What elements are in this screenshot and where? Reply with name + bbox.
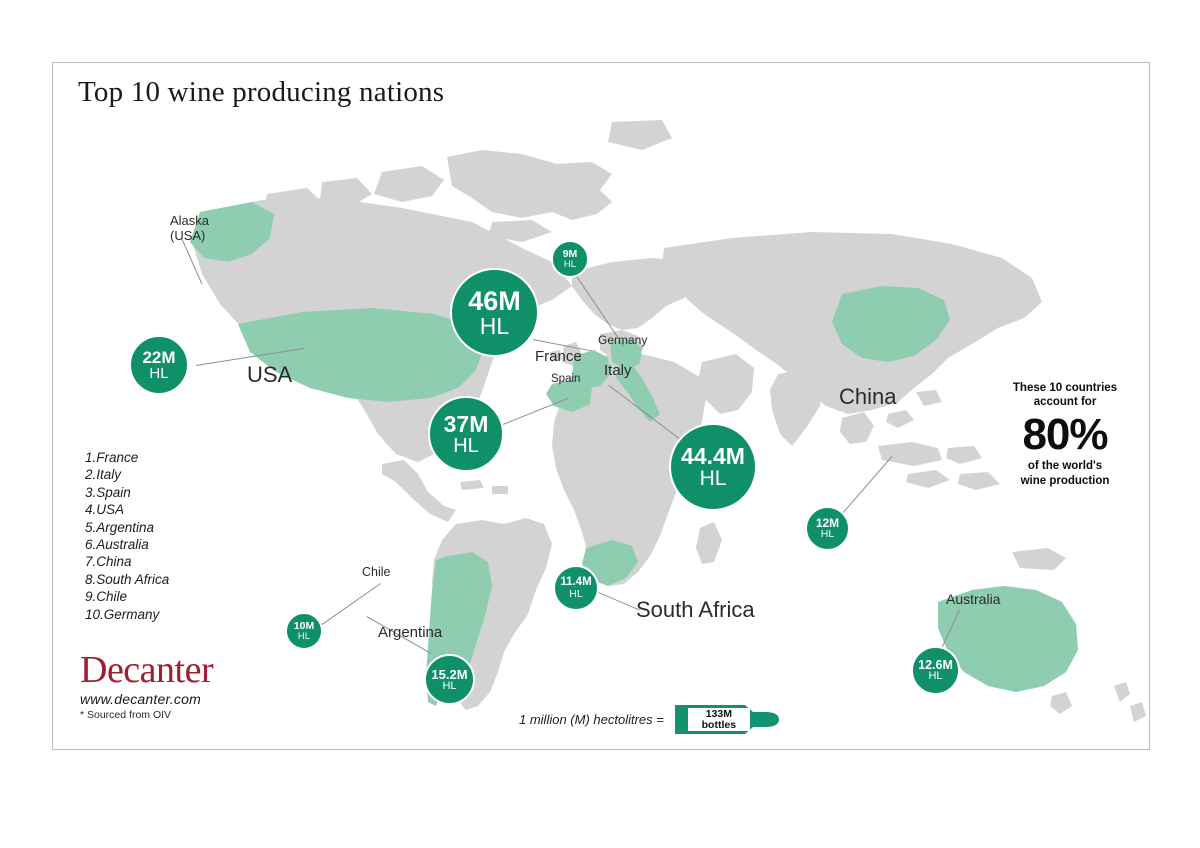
bubble-germany-unit: HL xyxy=(563,258,577,270)
world-map xyxy=(52,62,1150,750)
page-title: Top 10 wine producing nations xyxy=(78,76,445,108)
bottle-label: 133M bottles xyxy=(687,707,750,731)
stat-percentage: 80% xyxy=(1022,410,1108,459)
bubble-spain-unit: HL xyxy=(453,434,479,457)
bubble-australia[interactable]: 12.6M HL xyxy=(911,646,960,695)
world-map-svg xyxy=(190,120,1146,722)
map-label-chile: Chile xyxy=(362,565,391,579)
bubble-argentina-unit: HL xyxy=(442,679,457,692)
bubble-germany-value: 9M xyxy=(562,248,578,260)
bubble-argentina[interactable]: 15.2M HL xyxy=(424,654,475,705)
list-item: 5.Argentina xyxy=(85,519,155,535)
bubble-chile-unit: HL xyxy=(297,630,311,642)
bubble-italy-unit: HL xyxy=(699,467,727,490)
list-item: 9.Chile xyxy=(85,589,128,605)
decanter-logo: Decanter www.decanter.com xyxy=(80,649,214,707)
map-label-australia: Australia xyxy=(946,591,1001,607)
bubble-china[interactable]: 12M HL xyxy=(805,506,850,551)
bubble-argentina-value: 15.2M xyxy=(431,666,468,682)
bubble-china-value: 12M xyxy=(815,516,840,531)
decanter-wordmark: Decanter xyxy=(80,649,214,691)
stat-line-2: account for xyxy=(1033,395,1097,408)
list-item: 10.Germany xyxy=(85,606,160,622)
map-label-argentina: Argentina xyxy=(378,624,443,641)
source-note: * Sourced from OIV xyxy=(80,709,172,721)
bubble-italy-value: 44.4M xyxy=(681,443,745,469)
bubble-italy[interactable]: 44.4M HL xyxy=(669,423,757,511)
legend: 1 million (M) hectolitres = 133M bottles xyxy=(519,703,781,736)
bubble-france-unit: HL xyxy=(479,312,510,339)
list-item: 4.USA xyxy=(85,502,125,518)
list-item: 7.China xyxy=(85,554,132,570)
bubble-australia-unit: HL xyxy=(928,670,943,683)
stat-line-3: of the world's xyxy=(1027,460,1103,472)
map-label-germany: Germany xyxy=(598,333,648,347)
legend-text: 1 million (M) hectolitres = xyxy=(519,712,664,727)
map-label-south-africa: South Africa xyxy=(636,597,755,622)
bubble-france-value: 46M xyxy=(468,285,521,316)
bubble-france[interactable]: 46M HL xyxy=(450,268,539,357)
bubble-china-unit: HL xyxy=(820,528,835,541)
map-label-italy: Italy xyxy=(604,362,632,379)
bubble-usa[interactable]: 22M HL xyxy=(129,335,189,395)
list-item: 3.Spain xyxy=(85,484,131,500)
map-label-china: China xyxy=(839,384,897,409)
list-item: 1.France xyxy=(85,450,139,465)
map-label-spain: Spain xyxy=(551,373,581,385)
decanter-website: www.decanter.com xyxy=(80,691,201,707)
bubble-south-africa-value: 11.4M xyxy=(560,576,592,588)
bubble-south-africa[interactable]: 11.4M HL xyxy=(553,565,599,611)
list-item: 2.Italy xyxy=(85,467,122,483)
ranking-list: 1.France 2.Italy 3.Spain 4.USA 5.Argenti… xyxy=(85,449,169,623)
bubble-chile-value: 10M xyxy=(293,620,315,632)
map-label-alaska-usa: Alaska (USA) xyxy=(170,213,210,243)
bottle-label-unit: bottles xyxy=(701,718,737,731)
bubble-germany[interactable]: 9M HL xyxy=(551,240,589,278)
stat-line-4: wine production xyxy=(1020,474,1110,487)
list-item: 8.South Africa xyxy=(85,571,170,587)
bubble-australia-value: 12.6M xyxy=(918,657,953,672)
bubble-spain-value: 37M xyxy=(443,410,489,437)
bubble-spain[interactable]: 37M HL xyxy=(428,396,504,472)
list-item: 6.Australia xyxy=(85,537,149,553)
stat-block: These 10 countries account for 80% of th… xyxy=(1003,382,1127,488)
stat-line-1: These 10 countries xyxy=(1012,382,1118,394)
map-label-france: France xyxy=(535,348,582,365)
bubble-south-africa-unit: HL xyxy=(569,587,583,600)
bubble-chile[interactable]: 10M HL xyxy=(285,612,323,650)
bottle-label-value: 133M xyxy=(705,707,732,720)
map-label-usa: USA xyxy=(247,362,293,387)
bubble-usa-unit: HL xyxy=(149,365,169,382)
wine-bottle-icon: 133M bottles xyxy=(673,703,781,736)
bubble-usa-value: 22M xyxy=(142,348,176,367)
